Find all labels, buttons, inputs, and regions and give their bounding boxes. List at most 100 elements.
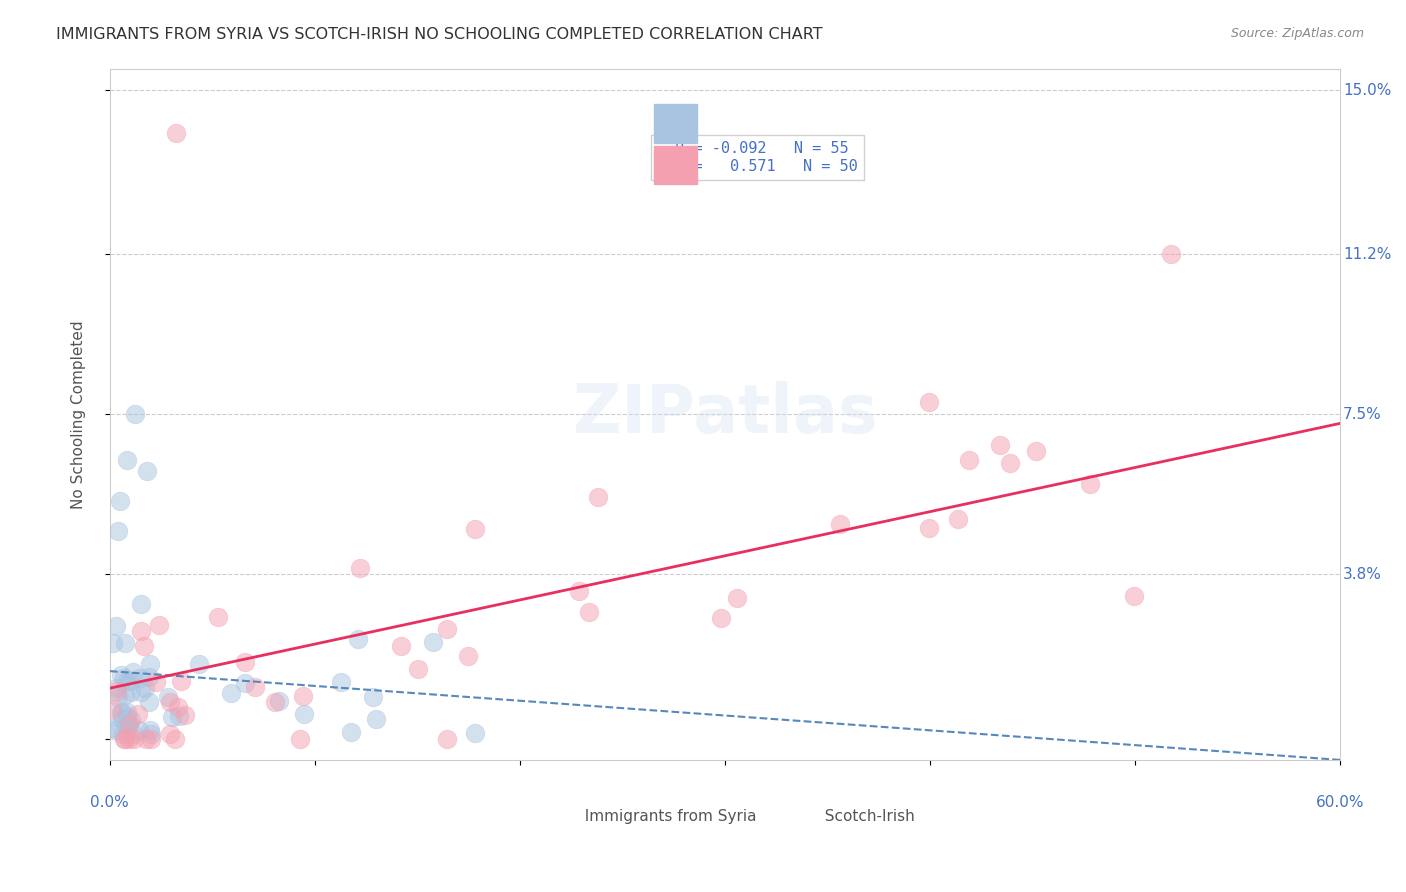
Point: [457, 649, 479, 664]
Point: [112, 731, 135, 746]
Point: [464, 726, 486, 740]
Point: [170, 674, 193, 689]
Point: [292, 689, 315, 703]
Point: [118, 673, 141, 688]
Point: [129, 671, 152, 685]
Point: [830, 516, 852, 531]
FancyBboxPatch shape: [806, 778, 842, 805]
Text: IMMIGRANTS FROM SYRIA VS SCOTCH-IRISH NO SCHOOLING COMPLETED CORRELATION CHART: IMMIGRANTS FROM SYRIA VS SCOTCH-IRISH NO…: [56, 27, 823, 42]
Point: [330, 674, 353, 689]
Point: [124, 408, 146, 422]
Point: [129, 685, 152, 699]
Point: [464, 522, 486, 536]
FancyBboxPatch shape: [565, 778, 602, 805]
Point: [110, 668, 132, 682]
Point: [918, 394, 941, 409]
Point: [115, 453, 138, 467]
Point: [157, 690, 180, 704]
Point: [167, 700, 190, 714]
Point: [346, 632, 368, 646]
Point: [710, 611, 733, 625]
Y-axis label: No Schooling Completed: No Schooling Completed: [72, 320, 86, 508]
Text: R = -0.092   N = 55
  R =   0.571   N = 50: R = -0.092 N = 55 R = 0.571 N = 50: [658, 141, 858, 174]
Point: [148, 618, 170, 632]
Point: [127, 706, 149, 721]
Text: Immigrants from Syria              Scotch-Irish: Immigrants from Syria Scotch-Irish: [536, 809, 914, 824]
Point: [290, 731, 312, 746]
Point: [263, 695, 285, 709]
Point: [187, 657, 209, 672]
Point: [118, 716, 141, 731]
Text: 7.5%: 7.5%: [1343, 407, 1382, 422]
Point: [124, 731, 146, 746]
Point: [233, 675, 256, 690]
Point: [1078, 476, 1101, 491]
Point: [221, 686, 243, 700]
Point: [120, 685, 142, 699]
Point: [167, 709, 190, 723]
Point: [163, 731, 186, 746]
Point: [139, 726, 162, 740]
Point: [292, 706, 315, 721]
Point: [122, 727, 145, 741]
Point: [174, 707, 197, 722]
Point: [135, 731, 157, 746]
Point: [105, 619, 128, 633]
Point: [586, 490, 609, 504]
Point: [107, 690, 129, 704]
Point: [269, 694, 291, 708]
Point: [104, 681, 127, 695]
Point: [165, 127, 187, 141]
Point: [361, 690, 384, 704]
Point: [111, 712, 134, 726]
Point: [129, 597, 152, 611]
Point: [120, 713, 142, 727]
Point: [1000, 456, 1022, 470]
Point: [364, 712, 387, 726]
Point: [115, 674, 138, 689]
Point: [110, 706, 132, 721]
Point: [101, 701, 124, 715]
Point: [1160, 247, 1182, 261]
Text: 3.8%: 3.8%: [1343, 567, 1382, 582]
Point: [568, 584, 591, 599]
Point: [138, 670, 160, 684]
Text: 60.0%: 60.0%: [1316, 795, 1365, 810]
Point: [114, 688, 136, 702]
Point: [114, 636, 136, 650]
Point: [117, 709, 139, 723]
Point: [349, 561, 371, 575]
Point: [159, 695, 181, 709]
Point: [422, 634, 444, 648]
Point: [101, 636, 124, 650]
Point: [115, 717, 138, 731]
Point: [117, 731, 139, 746]
Point: [946, 512, 969, 526]
Point: [243, 680, 266, 694]
Point: [1025, 444, 1047, 458]
Point: [114, 731, 136, 746]
Point: [132, 640, 155, 654]
Point: [145, 674, 167, 689]
Point: [233, 655, 256, 669]
Text: 15.0%: 15.0%: [1343, 83, 1392, 97]
Point: [101, 721, 124, 735]
Point: [436, 622, 458, 636]
Point: [134, 681, 156, 695]
Point: [436, 731, 458, 746]
Text: ZIPatlas: ZIPatlas: [572, 382, 877, 448]
Point: [107, 524, 129, 539]
Point: [111, 727, 134, 741]
Point: [160, 710, 183, 724]
Point: [122, 665, 145, 679]
Point: [389, 639, 412, 653]
Point: [159, 727, 181, 741]
Point: [128, 723, 150, 738]
FancyBboxPatch shape: [654, 104, 697, 143]
Point: [110, 494, 132, 508]
Point: [957, 453, 980, 467]
Point: [115, 727, 138, 741]
Point: [110, 706, 132, 720]
Point: [103, 723, 125, 738]
Point: [138, 723, 160, 737]
